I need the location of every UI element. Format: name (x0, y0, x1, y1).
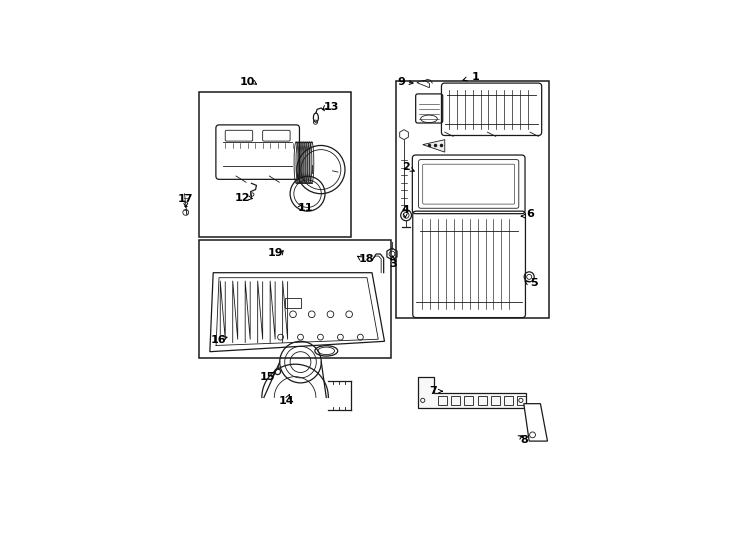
Bar (451, 396, 460, 406)
Bar (478, 396, 487, 406)
Text: 15: 15 (260, 373, 275, 382)
Text: 5: 5 (531, 278, 538, 288)
Bar (465, 396, 473, 406)
Text: 17: 17 (178, 194, 194, 204)
Polygon shape (418, 377, 526, 408)
Text: 16: 16 (211, 335, 226, 345)
Bar (517, 396, 526, 406)
Bar (396, 82, 549, 319)
Text: 11: 11 (298, 203, 313, 213)
Text: 6: 6 (526, 210, 534, 219)
Text: 12: 12 (235, 193, 250, 203)
Bar (504, 396, 513, 406)
Bar (285, 298, 302, 308)
Polygon shape (423, 140, 445, 152)
Text: 9: 9 (397, 77, 405, 87)
Polygon shape (210, 273, 385, 352)
Text: 4: 4 (401, 205, 410, 215)
Text: 19: 19 (268, 248, 283, 258)
Text: 10: 10 (239, 77, 255, 87)
Text: 8: 8 (520, 435, 528, 445)
Text: 7: 7 (429, 386, 437, 396)
Bar (200, 240, 390, 358)
Text: 13: 13 (324, 102, 339, 112)
Polygon shape (524, 404, 548, 441)
Bar (200, 92, 352, 238)
Text: 1: 1 (472, 72, 480, 82)
Text: 18: 18 (358, 254, 374, 265)
Text: 14: 14 (279, 396, 294, 406)
Bar (437, 396, 447, 406)
Text: 2: 2 (402, 161, 410, 172)
Text: 3: 3 (389, 259, 396, 269)
Bar (491, 396, 500, 406)
Polygon shape (417, 80, 429, 87)
